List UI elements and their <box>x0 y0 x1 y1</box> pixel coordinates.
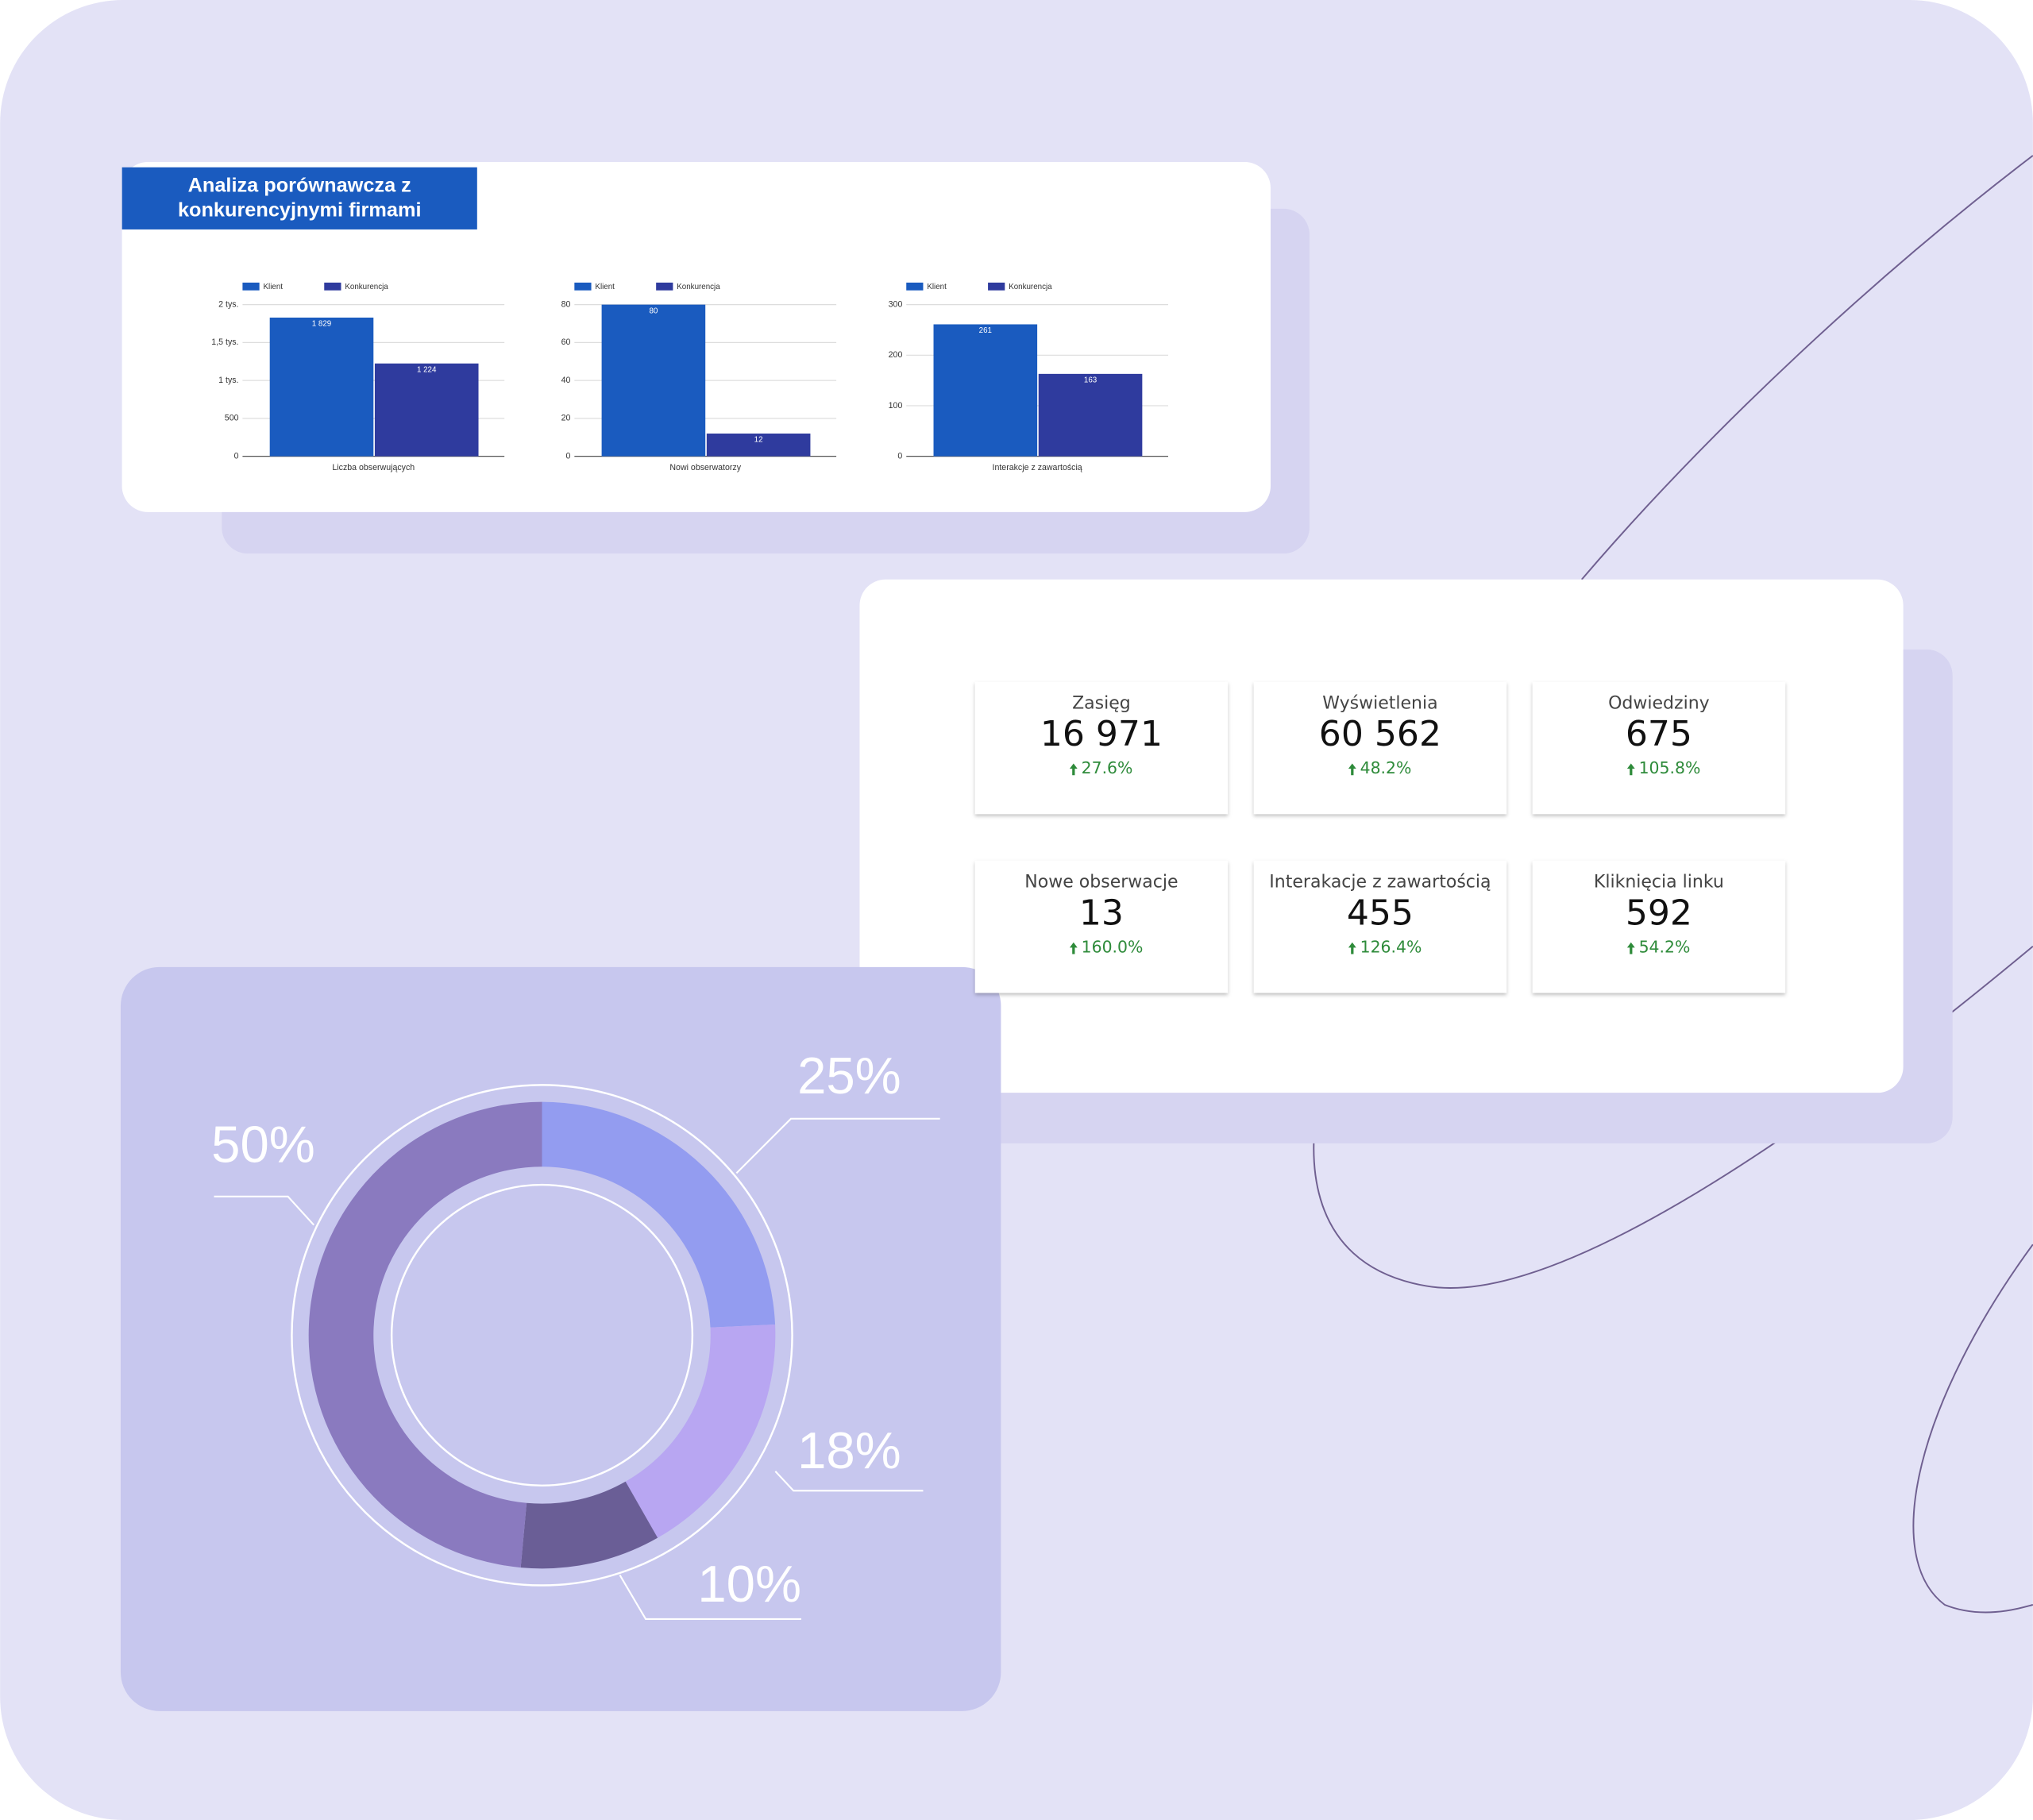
value-label: 80 <box>649 307 658 315</box>
kpi-change: 126.4% <box>1360 937 1422 956</box>
legend-label: Klient <box>927 283 947 291</box>
legend-swatch <box>906 282 924 291</box>
donut-segment <box>308 1101 542 1568</box>
leader-line <box>214 1195 314 1226</box>
legend-swatch <box>324 282 341 291</box>
kpi-arrow <box>1069 763 1078 776</box>
x-tick-label: Nowi obserwatorzy <box>669 463 741 472</box>
bar <box>1038 373 1143 457</box>
kpi-label: Nowe obserwacje <box>1024 873 1178 893</box>
kpi-card-bg <box>974 681 1229 815</box>
legend-swatch <box>242 282 260 291</box>
legend-label: Klient <box>264 283 284 291</box>
ring-outline <box>291 1084 793 1587</box>
kpi-card-bg <box>1532 860 1786 993</box>
y-tick-label: 300 <box>889 299 903 309</box>
kpi-panel <box>859 579 1904 1093</box>
donut-segment <box>542 1101 776 1328</box>
kpi-arrow <box>1069 942 1078 954</box>
legend-label: Konkurencja <box>1009 283 1052 291</box>
legend-swatch <box>656 282 673 291</box>
kpi-label: Interakacje z zawartością <box>1269 873 1491 893</box>
y-tick-label: 80 <box>561 299 571 309</box>
value-label: 163 <box>1084 376 1098 385</box>
kpi-change: 27.6% <box>1082 758 1133 777</box>
kpi-label: Odwiedziny <box>1608 693 1710 713</box>
kpi-label: Zasięg <box>1072 693 1131 713</box>
bar <box>269 317 374 457</box>
y-tick-label: 500 <box>225 414 239 423</box>
bar <box>601 304 706 457</box>
leader-line <box>774 1471 924 1492</box>
y-tick-label: 2 tys. <box>218 299 238 309</box>
title-box: Analiza porównawcza z konkurencyjnymi fi… <box>122 167 477 229</box>
segment-label: 50% <box>211 1116 315 1174</box>
y-tick-label: 0 <box>234 451 239 461</box>
y-tick-label: 1,5 tys. <box>211 337 238 347</box>
kpi-card-bg <box>1253 860 1507 993</box>
kpi-change: 48.2% <box>1360 758 1412 777</box>
value-label: 261 <box>979 326 992 335</box>
kpi-card-bg <box>1532 681 1786 815</box>
kpi-arrow <box>1626 942 1635 954</box>
x-tick-label: Liczba obserwujących <box>332 463 415 472</box>
kpi-arrow <box>1626 763 1635 776</box>
kpi-value: 675 <box>1626 714 1692 754</box>
kpi-value: 60 562 <box>1319 714 1441 754</box>
leader-line <box>735 1117 940 1174</box>
x-tick-label: Interakcje z zawartością <box>993 463 1082 472</box>
kpi-label: Wyświetlenia <box>1322 693 1437 713</box>
kpi-change: 105.8% <box>1639 758 1701 777</box>
legend-swatch <box>988 282 1005 291</box>
legend-label: Klient <box>595 283 615 291</box>
kpi-change: 160.0% <box>1082 937 1144 956</box>
kpi-arrow <box>1348 942 1356 954</box>
kpi-value: 455 <box>1347 893 1414 934</box>
leader-line <box>619 1574 802 1621</box>
kpi-card-bg <box>1253 681 1507 815</box>
y-tick-label: 100 <box>889 401 903 411</box>
kpi-label: Kliknięcia linku <box>1594 873 1724 893</box>
segment-label: 18% <box>797 1421 901 1479</box>
y-tick-label: 20 <box>561 414 571 423</box>
y-tick-label: 0 <box>566 451 571 461</box>
legend-label: Konkurencja <box>677 283 720 291</box>
value-label: 12 <box>754 436 763 445</box>
kpi-value: 13 <box>1079 893 1124 934</box>
bar <box>374 363 479 457</box>
y-tick-label: 200 <box>889 350 903 360</box>
kpi-card-bg <box>974 860 1229 993</box>
deco-curve <box>1581 155 2033 580</box>
kpi-value: 16 971 <box>1040 714 1163 754</box>
donut-panel <box>120 966 1001 1711</box>
ring-outline <box>390 1183 694 1487</box>
bar <box>706 433 811 457</box>
donut-segment <box>625 1325 776 1538</box>
value-label: 1 829 <box>312 320 331 329</box>
segment-label: 10% <box>697 1555 801 1613</box>
legend-label: Konkurencja <box>345 283 388 291</box>
segment-label: 25% <box>797 1047 901 1105</box>
kpi-change: 54.2% <box>1639 937 1691 956</box>
donut-segment <box>520 1481 658 1569</box>
kpi-arrow <box>1348 763 1356 776</box>
kpi-value: 592 <box>1626 893 1692 934</box>
y-tick-label: 0 <box>897 451 902 461</box>
deco-curve <box>1912 1244 2033 1614</box>
y-tick-label: 60 <box>561 337 571 347</box>
bar <box>933 324 1038 457</box>
value-label: 1 224 <box>417 365 437 374</box>
chart-title: Analiza porównawcza z konkurencyjnymi fi… <box>122 167 477 229</box>
y-tick-label: 40 <box>561 376 571 385</box>
legend-swatch <box>574 282 592 291</box>
y-tick-label: 1 tys. <box>218 376 238 385</box>
